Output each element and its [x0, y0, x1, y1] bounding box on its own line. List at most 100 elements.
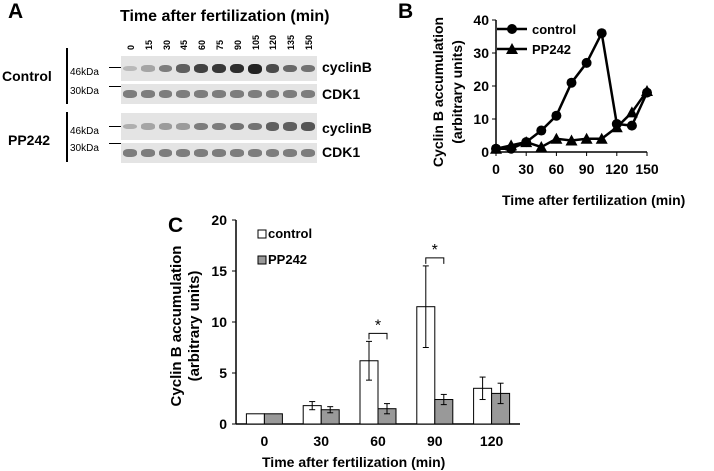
significance-bracket [368, 332, 388, 340]
y-axis-label-line2: (arbitrary units) [449, 40, 465, 143]
bar-control [245, 413, 265, 425]
legend-swatch [257, 229, 267, 239]
y-tick-label: 5 [219, 365, 227, 381]
blot-band [283, 122, 298, 131]
data-point-PP242 [625, 106, 638, 118]
western-blot-panel: Time after fertilization (min) 0 15 30 45 60… [0, 0, 400, 200]
blot-band [140, 90, 155, 98]
y-axis-label-line1: Cyclin B accumulation [168, 246, 185, 407]
blot-band [212, 63, 226, 74]
blot-band [265, 122, 280, 131]
blot-band [247, 122, 262, 131]
bar-PP242 [263, 413, 283, 425]
blot-band [212, 90, 226, 98]
legend-marker [506, 43, 518, 54]
blot-band [247, 149, 262, 157]
y-tick-label: 20 [211, 212, 227, 228]
x-tick-label: 120 [480, 433, 504, 449]
blot-band [123, 65, 137, 72]
y-tick-label: 40 [473, 12, 489, 28]
marker-30kda: 30kDa [70, 143, 99, 154]
data-point-PP242 [580, 132, 593, 144]
data-point-PP242 [595, 132, 608, 144]
blot-band [158, 90, 173, 98]
x-tick-label: 60 [549, 161, 565, 177]
significance-star: * [375, 317, 381, 334]
y-tick-label: 10 [473, 111, 489, 127]
x-tick-label: 120 [605, 161, 629, 177]
blot-band [194, 122, 209, 131]
legend-label: control [532, 22, 576, 37]
marker-tick [109, 126, 121, 127]
panel-c-letter: C [168, 214, 184, 237]
blot-title: Time after fertilization (min) [120, 8, 330, 25]
blot-band [265, 90, 280, 98]
x-tick-label: 150 [635, 161, 659, 177]
blot-band [176, 90, 191, 98]
data-point-PP242 [565, 134, 578, 146]
blot-band [229, 63, 244, 74]
panel-b-letter: B [398, 0, 414, 23]
blot-band [158, 64, 173, 73]
y-tick-label: 0 [219, 416, 227, 432]
data-point-PP242 [520, 136, 533, 148]
data-point-control [596, 28, 607, 39]
data-point-PP242 [535, 141, 548, 153]
x-axis-label: Time after fertilization (min) [502, 192, 685, 208]
y-tick-label: 30 [473, 45, 489, 61]
data-point-control [581, 57, 592, 68]
y-axis-label-line2: (arbitrary units) [186, 271, 203, 382]
blot-band [229, 90, 244, 98]
blot-strip-cyclinb-pp242 [121, 113, 317, 140]
band-label-cyclinb: cyclinB [322, 120, 372, 136]
blot-band [158, 123, 173, 130]
blot-band [301, 64, 315, 73]
blot-band [212, 122, 226, 131]
x-tick-label: 90 [427, 433, 443, 449]
marker-30kda: 30kDa [70, 86, 99, 97]
blot-band [176, 149, 191, 157]
blot-band [176, 123, 191, 130]
blot-strip-cdk1-pp242 [121, 143, 317, 163]
band-label-cdk1: CDK1 [322, 144, 361, 160]
data-point-PP242 [610, 121, 623, 133]
x-tick-label: 30 [313, 433, 329, 449]
blot-band [212, 149, 226, 157]
data-point-PP242 [641, 84, 653, 96]
blot-band [194, 63, 209, 74]
group-label-control: Control [2, 68, 52, 84]
data-point-PP242 [505, 139, 518, 151]
blot-band [229, 149, 244, 157]
blot-strip-cyclinb-control [121, 56, 317, 81]
x-tick-label: 90 [579, 161, 595, 177]
blot-band [283, 149, 298, 157]
blot-band [301, 122, 315, 131]
blot-band [158, 149, 173, 157]
blot-band [283, 64, 298, 73]
x-tick-label: 0 [492, 161, 500, 177]
series-line-control [496, 29, 649, 150]
legend-swatch [257, 255, 267, 265]
panel-a-letter: A [8, 0, 24, 23]
y-tick-label: 20 [473, 78, 489, 94]
x-axis-label: Time after fertilization (min) [262, 454, 445, 470]
legend-label: PP242 [532, 42, 571, 57]
marker-tick [109, 86, 121, 87]
x-tick-label: 60 [370, 433, 386, 449]
group-bracket [66, 112, 68, 162]
marker-46kda: 46kDa [70, 126, 99, 137]
marker-46kda: 46kDa [70, 67, 99, 78]
band-label-cdk1: CDK1 [322, 86, 361, 102]
blot-band [247, 63, 262, 74]
blot-band [247, 90, 262, 98]
blot-band [265, 149, 280, 157]
data-point-control [626, 120, 637, 131]
group-label-pp242: PP242 [8, 132, 51, 148]
legend-label: control [268, 226, 312, 241]
marker-tick [109, 67, 121, 68]
blot-band [123, 149, 137, 157]
blot-band [123, 123, 137, 130]
blot-band [176, 64, 191, 73]
marker-tick [109, 143, 121, 144]
blot-strip-cdk1-control [121, 84, 317, 104]
